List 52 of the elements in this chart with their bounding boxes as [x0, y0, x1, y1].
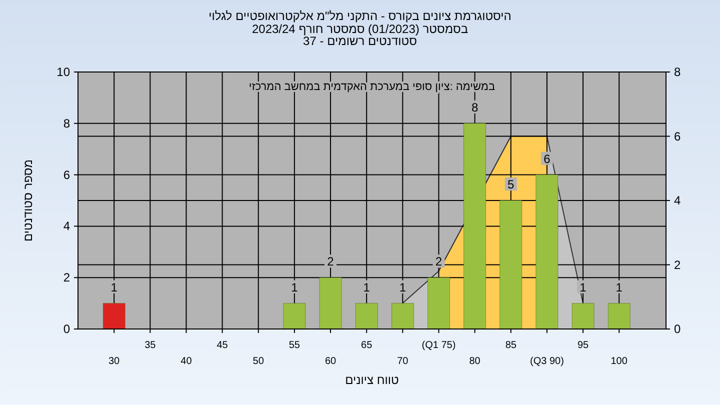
x-tick-label: 40: [180, 356, 192, 367]
data-label: 1: [580, 280, 587, 294]
y-axis-title: מספר סטודנטים: [21, 159, 35, 242]
x-axis-title: טווח ציונים: [345, 373, 400, 387]
data-label: 2: [327, 254, 334, 269]
chart-title: היסטוגרמת ציונים בקורס - התקני מל"מ אלקטרואופטיים לגלוי: [208, 9, 512, 23]
bar: [102, 303, 126, 330]
x-tick-label: 65: [361, 340, 373, 351]
x-tick-label: (Q3 90): [530, 356, 564, 367]
data-label: 5: [508, 178, 515, 192]
x-tick-label: (Q1 75): [422, 340, 456, 351]
y-tick-label: 4: [63, 219, 70, 234]
bar: [392, 303, 414, 330]
x-tick-label: 35: [144, 340, 156, 351]
x-tick-label: 60: [324, 356, 337, 367]
bar: [464, 123, 486, 330]
bar: [500, 200, 522, 330]
y-tick-label: 2: [63, 270, 70, 285]
y-tick-label: 6: [63, 168, 70, 182]
data-label: 1: [399, 280, 406, 294]
data-label: 1: [291, 280, 298, 294]
y-tick-label: 8: [63, 116, 70, 130]
bar: [536, 174, 558, 330]
y2-tick-label: 8: [674, 65, 681, 79]
y2-tick-label: 6: [674, 129, 681, 144]
y-tick-label: 0: [63, 322, 70, 336]
y2-tick-label: 0: [674, 322, 681, 336]
x-tick-label: 45: [216, 340, 228, 351]
data-label: 2: [435, 254, 442, 269]
x-tick-label: 95: [577, 340, 590, 351]
x-tick-label: 55: [288, 340, 300, 351]
bar: [283, 303, 306, 330]
data-label: 1: [616, 280, 623, 294]
x-tick-label: 80: [469, 356, 481, 367]
x-tick-label: 100: [610, 356, 628, 367]
y-tick-label: 10: [56, 65, 70, 79]
chart-subtitle: בסמסטר (01/2023) סמסטר חורף 2023/24 סטודנטים רשומים - 37: [252, 22, 468, 48]
bar: [355, 303, 378, 330]
y2-tick-label: 2: [674, 258, 681, 272]
data-label: 6: [544, 152, 551, 166]
data-label: 1: [110, 280, 118, 294]
x-tick-label: 85: [505, 340, 517, 351]
data-label: 1: [363, 280, 370, 294]
x-tick-label: 30: [108, 356, 120, 367]
data-label: 8: [471, 100, 478, 114]
x-tick-label: 50: [252, 356, 264, 367]
bar: [428, 277, 450, 330]
x-tick-label: 70: [397, 356, 409, 367]
bar: [572, 303, 594, 330]
bar: [608, 303, 630, 330]
bar: [319, 277, 342, 330]
y2-tick-label: 4: [674, 194, 681, 208]
